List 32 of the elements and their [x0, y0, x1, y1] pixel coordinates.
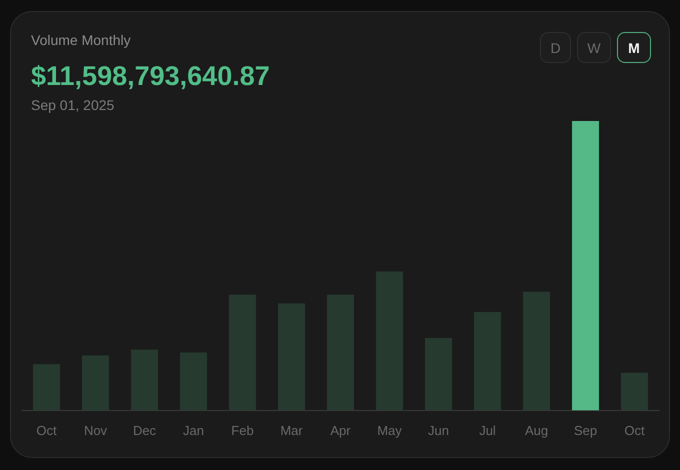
- period-button[interactable]: D: [540, 32, 571, 63]
- x-tick-label: Dec: [132, 422, 157, 438]
- bar: [131, 350, 158, 410]
- bar: [425, 338, 452, 410]
- x-tick-label: Mar: [280, 422, 304, 438]
- bar: [327, 294, 354, 410]
- bar: [82, 355, 109, 410]
- bar: [376, 271, 403, 410]
- bar: [474, 312, 501, 410]
- bar: [180, 352, 207, 410]
- x-tick-label: Feb: [231, 422, 254, 438]
- text: Sep 01, 2025: [31, 97, 114, 113]
- x-tick-label: May: [377, 422, 402, 438]
- bar: [523, 292, 550, 410]
- period-button[interactable]: W: [577, 32, 611, 63]
- x-tick-label: Jul: [479, 422, 496, 438]
- x-tick-label: Sep: [574, 422, 598, 438]
- bar: [572, 121, 599, 410]
- x-tick-label: Nov: [84, 422, 108, 438]
- bar: [229, 294, 256, 410]
- x-tick-label: Jan: [183, 422, 204, 438]
- x-tick-label: Apr: [330, 422, 352, 438]
- x-tick-label: Jun: [428, 422, 449, 438]
- chart-title: Volume Monthly: [31, 32, 131, 48]
- period-button[interactable]: M: [617, 32, 651, 63]
- bar: [33, 364, 60, 410]
- x-tick-label: Oct: [624, 422, 645, 438]
- bar: [278, 303, 305, 410]
- x-tick-label: Aug: [524, 422, 548, 438]
- bar: [621, 372, 648, 410]
- chart-subtitle: $11,598,793,640.87: [31, 61, 270, 91]
- x-tick-label: Oct: [36, 422, 57, 438]
